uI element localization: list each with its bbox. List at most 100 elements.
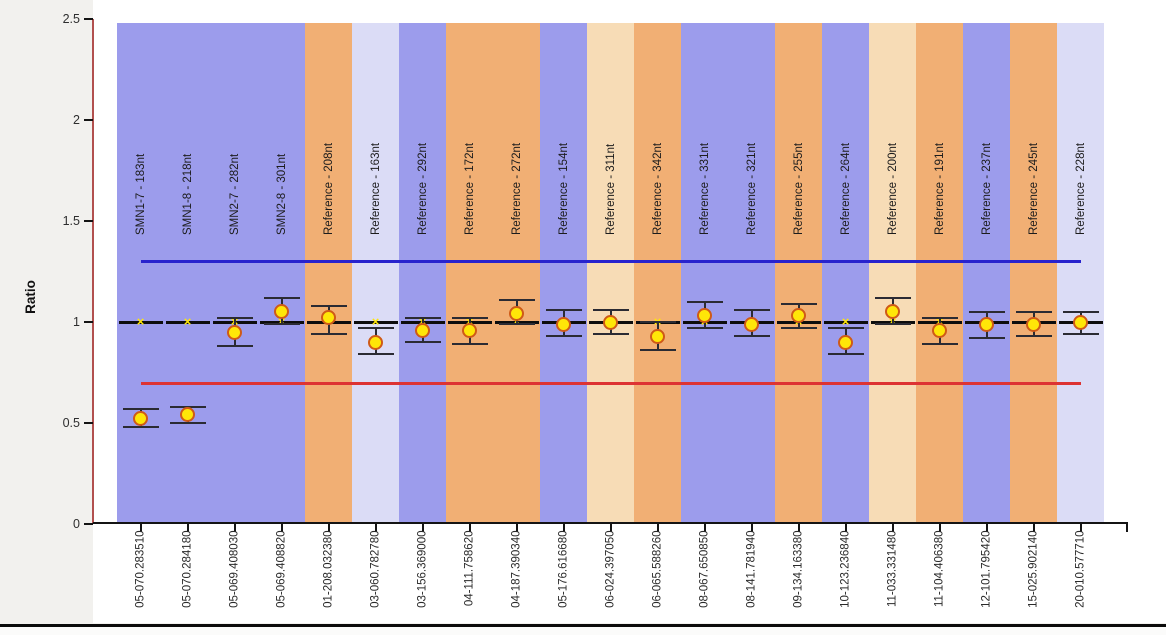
error-bar-cap-top [1015,310,1052,313]
ratio-data-point [791,308,806,324]
probe-label: Reference - 321nt [745,142,758,235]
y-tick [84,18,93,20]
bottom-margin [0,627,1166,635]
probe-band [446,23,493,523]
probe-band [493,23,540,523]
error-bar-cap-top [169,405,206,408]
probe-band [399,23,446,523]
sample-id-label: 05-069.408820 [275,530,288,608]
ratio-data-point [979,316,994,332]
error-bar-cap-top [780,302,817,305]
ratio-data-point [180,407,195,423]
x-tick [280,523,283,532]
sample-id-label: 05-069.408030 [228,530,241,608]
probe-label: SMN2-7 - 282nt [228,153,241,235]
error-bar-cap-top [451,316,488,319]
ratio-data-point [697,308,712,324]
sample-id-label: 10-123.236840 [839,530,852,608]
y-tick-label: 2 [73,113,80,127]
y-tick [84,220,93,222]
error-bar-cap-top [122,407,159,410]
probe-band [587,23,634,523]
sample-id-label: 01-208.032380 [322,530,335,608]
probe-band [258,23,305,523]
probe-label: Reference - 208nt [322,142,335,235]
error-bar-cap-bottom [968,337,1005,340]
x-tick [233,523,236,532]
probe-band [305,23,352,523]
error-bar-cap-top [545,308,582,311]
error-bar-cap-bottom [733,335,770,338]
error-bar-cap-bottom [451,343,488,346]
ratio-data-point [415,322,430,338]
error-bar-cap-bottom [404,341,441,344]
reference-x-marker: × [371,314,380,329]
reference-x-marker: × [183,314,192,329]
error-bar-cap-bottom [921,343,958,346]
x-tick [515,523,518,532]
probe-band [211,23,258,523]
error-bar-cap-bottom [1062,333,1099,336]
y-tick-label: 0 [73,517,80,531]
error-bar-cap-top [592,308,629,311]
error-bar-cap-top [357,327,394,330]
error-bar-cap-bottom [1015,335,1052,338]
error-bar-cap-top [874,296,911,299]
y-tick [84,321,93,323]
sample-id-label: 20-010.577710 [1074,530,1087,608]
reference-x-marker: × [841,314,850,329]
probe-label: Reference - 163nt [369,142,382,235]
x-tick [797,523,800,532]
error-bar-cap-bottom [827,353,864,356]
y-axis-title: Ratio [23,280,38,314]
probe-band [822,23,869,523]
probe-label: Reference - 245nt [1027,142,1040,235]
probe-label: SMN2-8 - 301nt [275,153,288,235]
reference-dash [823,320,868,324]
error-bar-cap-bottom [545,335,582,338]
error-bar-cap-bottom [122,426,159,429]
probe-label: SMN1-8 - 218nt [181,153,194,235]
sample-id-label: 06-024.397050 [604,530,617,608]
reference-dash [353,320,398,324]
probe-band [681,23,728,523]
error-bar-cap-bottom [263,323,300,326]
probe-band [1057,23,1104,523]
ratio-data-point [133,411,148,427]
error-bar-cap-top [733,308,770,311]
error-bar-cap-bottom [169,422,206,424]
error-bar-cap-bottom [592,333,629,336]
sample-id-label: 03-156.369000 [416,530,429,608]
reference-dash [165,320,210,324]
sample-id-label: 05-176.616680 [557,530,570,608]
x-tick [1032,523,1035,532]
error-bar-cap-top [1062,310,1099,313]
ratio-data-point [603,314,618,330]
x-tick [186,523,189,532]
x-tick [1079,523,1082,532]
sample-id-label: 11-033.331480 [886,530,899,608]
bottom-separator-line [0,624,1166,627]
x-tick [656,523,659,532]
sample-id-label: 15-025.902140 [1027,530,1040,608]
x-tick [938,523,941,532]
probe-band [352,23,399,523]
probe-label: Reference - 172nt [463,142,476,235]
probe-label: Reference - 191nt [933,142,946,235]
probe-label: Reference - 237nt [980,142,993,235]
ratio-data-point [1073,314,1088,330]
sample-id-label: 12-101.795420 [980,530,993,608]
sample-id-label: 09-134.163380 [792,530,805,608]
y-tick [84,422,93,424]
probe-label: Reference - 255nt [792,142,805,235]
error-bar-cap-bottom [780,327,817,330]
sample-id-label: 08-141.781940 [745,530,758,608]
x-tick [750,523,753,532]
ratio-data-point [1026,316,1041,332]
y-tick [84,523,93,525]
probe-band [963,23,1010,523]
probe-band [775,23,822,523]
probe-band [916,23,963,523]
error-bar-cap-bottom [874,323,911,326]
